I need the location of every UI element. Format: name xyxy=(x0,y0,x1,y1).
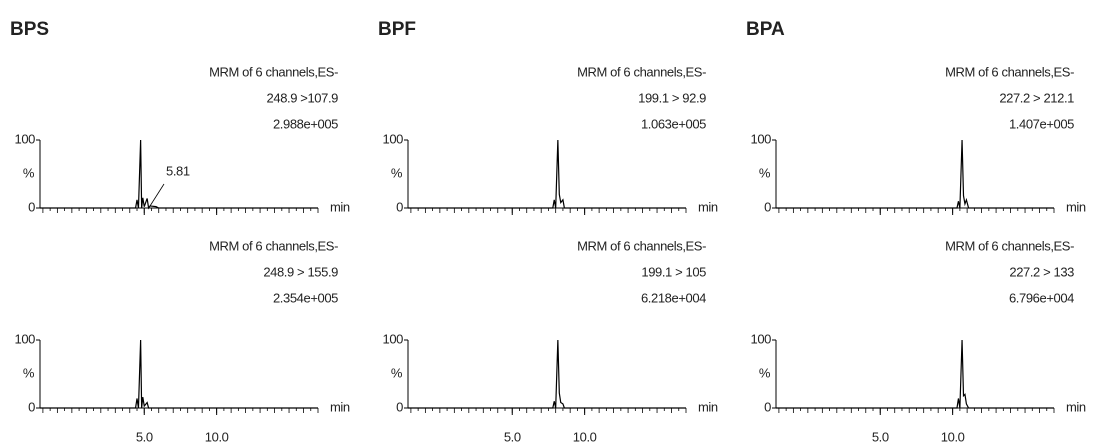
trace xyxy=(408,139,686,209)
annotation: 248.9 >107.9 xyxy=(267,90,339,105)
x-label: min xyxy=(1066,199,1086,214)
y-tick-label: 0 xyxy=(764,399,771,414)
x-tick-label: 5.0 xyxy=(872,429,889,444)
x-tick-label: 10.0 xyxy=(573,429,597,444)
panel-title: BPS xyxy=(10,19,49,40)
y-label: % xyxy=(391,365,403,380)
trace xyxy=(408,339,686,409)
annotation: 199.1 > 105 xyxy=(641,264,706,279)
trace xyxy=(40,139,318,210)
annotation: MRM of 6 channels,ES- xyxy=(209,238,338,253)
x-tick-label: 10.0 xyxy=(941,429,965,444)
y-tick-label: 0 xyxy=(28,199,35,214)
annotation: MRM of 6 channels,ES- xyxy=(945,238,1074,253)
annotation: 248.9 > 155.9 xyxy=(263,264,338,279)
x-tick-label: 10.0 xyxy=(205,429,229,444)
y-tick-label: 100 xyxy=(751,331,772,346)
y-tick-label: 0 xyxy=(396,199,403,214)
x-tick-label: 5.0 xyxy=(136,429,153,444)
y-tick-label: 0 xyxy=(764,199,771,214)
peak-label: 5.81 xyxy=(166,163,190,178)
y-label: % xyxy=(759,365,771,380)
annotation: 2.988e+005 xyxy=(273,116,338,131)
annotation: 227.2 > 212.1 xyxy=(999,90,1074,105)
annotation: 6.218e+004 xyxy=(641,290,706,305)
annotation: 199.1 > 92.9 xyxy=(638,90,706,105)
y-label: % xyxy=(23,365,35,380)
y-tick-label: 0 xyxy=(28,399,35,414)
annotation: 1.063e+005 xyxy=(641,116,706,131)
y-label: % xyxy=(759,165,771,180)
y-tick-label: 100 xyxy=(15,131,36,146)
y-tick-label: 100 xyxy=(751,131,772,146)
trace xyxy=(40,339,318,409)
trace xyxy=(776,339,1054,409)
x-label: min xyxy=(1066,399,1086,414)
y-tick-label: 0 xyxy=(396,399,403,414)
y-tick-label: 100 xyxy=(15,331,36,346)
annotation: 2.354e+005 xyxy=(273,290,338,305)
annotation: MRM of 6 channels,ES- xyxy=(945,64,1074,79)
x-tick-label: 5.0 xyxy=(504,429,521,444)
annotation: 6.796e+004 xyxy=(1009,290,1074,305)
y-label: % xyxy=(23,165,35,180)
panel-title: BPA xyxy=(746,19,785,40)
y-label: % xyxy=(391,165,403,180)
annotation: 227.2 > 133 xyxy=(1009,264,1074,279)
annotation: MRM of 6 channels,ES- xyxy=(577,64,706,79)
panel-title: BPF xyxy=(378,19,416,40)
annotation: 1.407e+005 xyxy=(1009,116,1074,131)
x-label: min xyxy=(330,199,350,214)
y-tick-label: 100 xyxy=(383,131,404,146)
trace xyxy=(776,139,1054,209)
x-label: min xyxy=(330,399,350,414)
x-label: min xyxy=(698,399,718,414)
y-tick-label: 100 xyxy=(383,331,404,346)
annotation: MRM of 6 channels,ES- xyxy=(209,64,338,79)
annotation: MRM of 6 channels,ES- xyxy=(577,238,706,253)
x-label: min xyxy=(698,199,718,214)
peak-label-leader xyxy=(149,183,165,207)
